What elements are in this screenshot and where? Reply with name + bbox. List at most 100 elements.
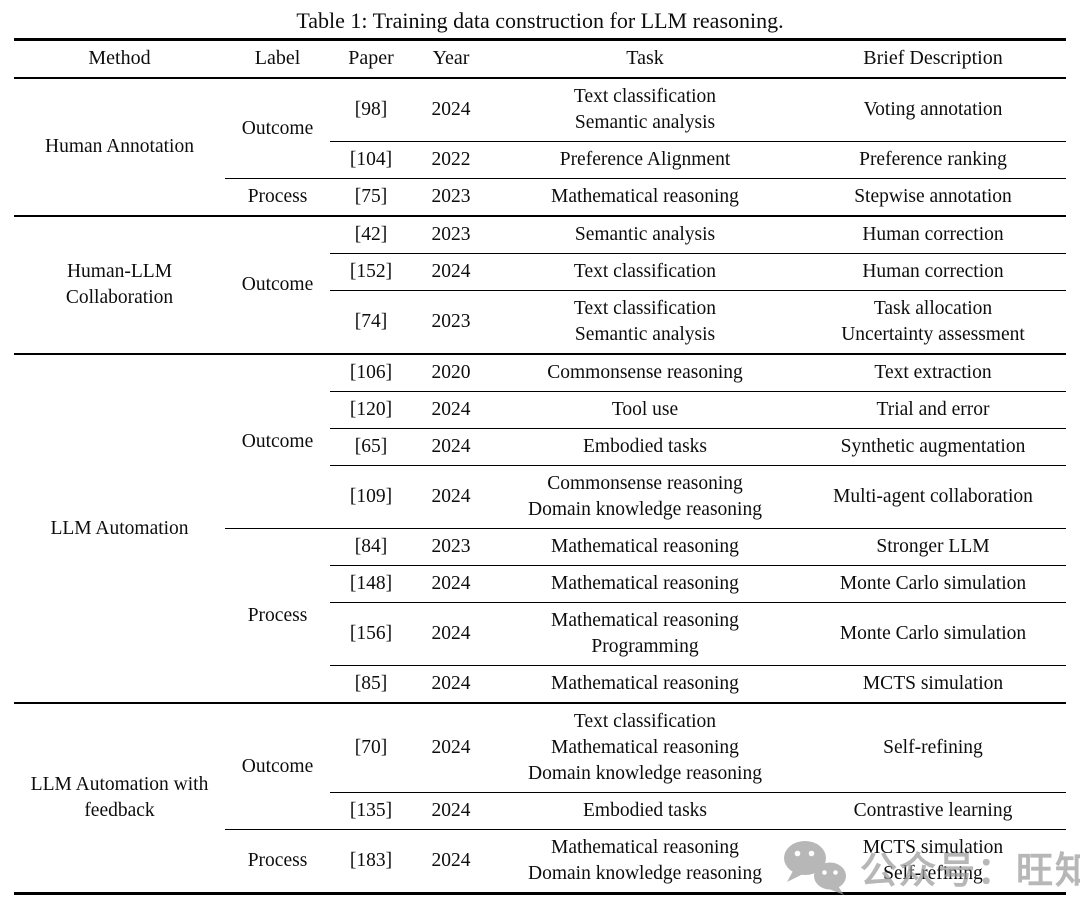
cell-description: MCTS simulation Self-refining bbox=[800, 829, 1066, 894]
cell-task: Text classification Semantic analysis bbox=[490, 290, 800, 354]
cell-paper: [75] bbox=[330, 178, 412, 216]
description-line: Synthetic augmentation bbox=[840, 436, 1026, 457]
table-row: [109] 2024 Commonsense reasoning Domain … bbox=[14, 465, 1066, 529]
cell-description: Monte Carlo simulation bbox=[800, 565, 1066, 603]
cell-paper: [70] bbox=[330, 702, 412, 793]
description-line: Multi-agent collaboration bbox=[833, 486, 1033, 507]
cell-year: 2024 bbox=[412, 792, 490, 830]
cell-paper: [148] bbox=[330, 565, 412, 603]
cell-paper: [152] bbox=[330, 253, 412, 291]
description-line: Monte Carlo simulation bbox=[839, 623, 1027, 644]
cell-description: Trial and error bbox=[800, 391, 1066, 429]
task-line: Mathematical reasoning bbox=[551, 186, 739, 207]
table-row: [156] 2024 Mathematical reasoning Progra… bbox=[14, 602, 1066, 666]
description-line: Self-refining bbox=[883, 737, 983, 758]
task-line: Semantic analysis bbox=[574, 112, 716, 133]
description-line: Stronger LLM bbox=[876, 536, 990, 557]
description-line: Trial and error bbox=[876, 399, 990, 420]
cell-label: Outcome bbox=[225, 215, 330, 354]
table-caption: Table 1: Training data construction for … bbox=[296, 8, 784, 33]
description-line: Uncertainty assessment bbox=[841, 324, 1025, 345]
task-line: Embodied tasks bbox=[582, 436, 708, 457]
cell-task: Mathematical reasoning bbox=[490, 665, 800, 703]
table-row: LLM Automation with feedback Outcome [70… bbox=[14, 702, 1066, 894]
task-line: Embodied tasks bbox=[582, 800, 708, 821]
cell-paper: [109] bbox=[330, 465, 412, 529]
cell-task: Mathematical reasoning Programming bbox=[490, 602, 800, 666]
cell-description: Human correction bbox=[800, 215, 1066, 254]
table-row: Process [75] 2023 Mathematical reasoning… bbox=[14, 178, 1066, 216]
cell-year: 2024 bbox=[412, 565, 490, 603]
cell-year: 2023 bbox=[412, 290, 490, 354]
col-header-task: Task bbox=[490, 39, 800, 79]
cell-description: Monte Carlo simulation bbox=[800, 602, 1066, 666]
task-line: Mathematical reasoning bbox=[551, 610, 739, 631]
cell-description: Stepwise annotation bbox=[800, 178, 1066, 216]
cell-task: Tool use bbox=[490, 391, 800, 429]
task-line: Commonsense reasoning bbox=[547, 362, 743, 383]
task-line: Tool use bbox=[611, 399, 679, 420]
cell-paper: [120] bbox=[330, 391, 412, 429]
cell-label: Process bbox=[225, 829, 330, 894]
cell-task: Embodied tasks bbox=[490, 428, 800, 466]
cell-task: Commonsense reasoning Domain knowledge r… bbox=[490, 465, 800, 529]
task-line: Mathematical reasoning bbox=[551, 573, 739, 594]
col-header-method: Method bbox=[14, 39, 225, 79]
cell-description: Multi-agent collaboration bbox=[800, 465, 1066, 529]
cell-paper: [183] bbox=[330, 829, 412, 894]
cell-description: Voting annotation bbox=[800, 78, 1066, 142]
cell-description: Task allocation Uncertainty assessment bbox=[800, 290, 1066, 354]
table-row: Human-LLM Collaboration Outcome [42] 202… bbox=[14, 215, 1066, 354]
description-line: Preference ranking bbox=[859, 149, 1007, 170]
cell-paper: [106] bbox=[330, 353, 412, 392]
table-row: [65] 2024 Embodied tasks Synthetic augme… bbox=[14, 428, 1066, 466]
cell-paper: [135] bbox=[330, 792, 412, 830]
task-line: Text classification bbox=[573, 711, 717, 732]
cell-description: Preference ranking bbox=[800, 141, 1066, 179]
col-header-label: Label bbox=[225, 39, 330, 79]
cell-method: Human-LLM Collaboration bbox=[14, 215, 225, 354]
task-line: Mathematical reasoning bbox=[551, 673, 739, 694]
task-line: Semantic analysis bbox=[574, 324, 716, 345]
cell-year: 2024 bbox=[412, 391, 490, 429]
cell-method: LLM Automation with feedback bbox=[14, 702, 225, 894]
description-line: Self-refining bbox=[883, 863, 983, 884]
cell-year: 2024 bbox=[412, 465, 490, 529]
cell-method: Human Annotation bbox=[45, 136, 194, 157]
cell-year: 2023 bbox=[412, 178, 490, 216]
table-row: Process [183] 2024 Mathematical reasonin… bbox=[14, 829, 1066, 894]
task-line: Text classification bbox=[573, 298, 717, 319]
cell-year: 2023 bbox=[412, 528, 490, 566]
description-line: MCTS simulation bbox=[862, 673, 1004, 694]
cell-label: Outcome bbox=[225, 702, 330, 830]
cell-year: 2024 bbox=[412, 702, 490, 793]
table-row: [135] 2024 Embodied tasks Contrastive le… bbox=[14, 792, 1066, 830]
cell-year: 2023 bbox=[412, 215, 490, 254]
cell-task: Mathematical reasoning bbox=[490, 565, 800, 603]
table-row: [74] 2023 Text classification Semantic a… bbox=[14, 290, 1066, 354]
cell-task: Preference Alignment bbox=[490, 141, 800, 179]
task-line: Mathematical reasoning bbox=[551, 837, 739, 858]
table-row: [104] 2022 Preference Alignment Preferen… bbox=[14, 141, 1066, 179]
cell-method: LLM Automation bbox=[14, 353, 225, 703]
cell-task: Text classification bbox=[490, 253, 800, 291]
task-line: Semantic analysis bbox=[574, 224, 716, 245]
cell-label: Outcome bbox=[241, 117, 314, 139]
cell-description: Contrastive learning bbox=[800, 792, 1066, 830]
table-row: [148] 2024 Mathematical reasoning Monte … bbox=[14, 565, 1066, 603]
cell-paper: [65] bbox=[330, 428, 412, 466]
cell-paper: [42] bbox=[330, 215, 412, 254]
cell-description: Stronger LLM bbox=[800, 528, 1066, 566]
cell-task: Semantic analysis bbox=[490, 215, 800, 254]
cell-paper: [85] bbox=[330, 665, 412, 703]
description-line: Monte Carlo simulation bbox=[839, 573, 1027, 594]
col-header-description: Brief Description bbox=[800, 39, 1066, 79]
cell-year: 2024 bbox=[412, 428, 490, 466]
task-line: Text classification bbox=[573, 86, 717, 107]
table-row: [120] 2024 Tool use Trial and error bbox=[14, 391, 1066, 429]
cell-year: 2024 bbox=[412, 829, 490, 894]
cell-label: Process bbox=[225, 178, 330, 216]
cell-description: Human correction bbox=[800, 253, 1066, 291]
cell-task: Embodied tasks bbox=[490, 792, 800, 830]
